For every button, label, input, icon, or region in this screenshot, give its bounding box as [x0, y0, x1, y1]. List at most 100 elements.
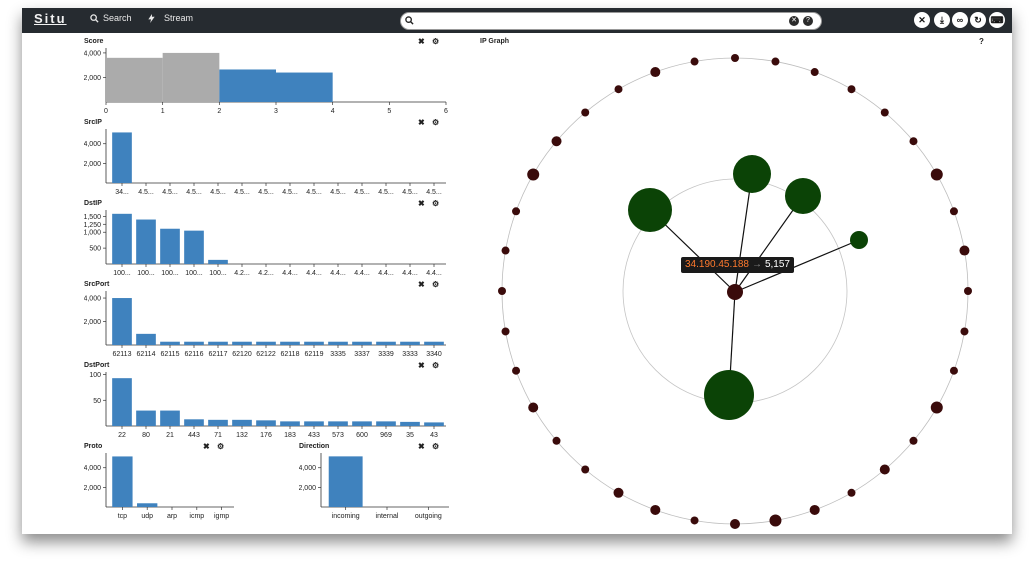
- bar: [162, 52, 220, 102]
- x-tick-label: outgoing: [415, 513, 442, 520]
- close-icon[interactable]: ✖: [418, 361, 425, 370]
- settings-gears-icon[interactable]: ⚙: [432, 280, 440, 289]
- settings-gears-icon[interactable]: ⚙: [432, 361, 440, 370]
- x-tick-label: 4.2...: [258, 270, 274, 277]
- x-tick-label: 600: [356, 432, 368, 439]
- peer-node: [930, 168, 943, 181]
- bar: [106, 57, 163, 102]
- x-tick-label: icmp: [189, 513, 204, 520]
- settings-gears-icon[interactable]: ⚙: [432, 118, 440, 127]
- settings-gears-icon[interactable]: ⚙: [432, 199, 440, 208]
- close-icon[interactable]: ✖: [203, 442, 210, 451]
- bar: [256, 341, 276, 345]
- y-tick-label: 2,000: [84, 319, 101, 326]
- panel-dstport: DstPort ✖ ⚙ 50 100 22 80 21 443 71 132 176 183 433…: [84, 361, 446, 442]
- y-tick-label: 50: [93, 398, 101, 405]
- chart-score: 2,000 4,000 0 1 2 3 4 5 6: [84, 48, 448, 115]
- bar: [112, 132, 132, 183]
- x-tick-label: tcp: [118, 513, 127, 520]
- bar: [112, 456, 133, 507]
- x-tick-label: 62119: [305, 351, 324, 358]
- x-tick-label: 4.5...: [162, 189, 178, 196]
- help-icon[interactable]: ?: [803, 16, 813, 26]
- close-icon[interactable]: ✖: [418, 442, 425, 451]
- x-tick-label: 3: [274, 108, 278, 115]
- keyboard-icon[interactable]: ⌨: [989, 12, 1005, 28]
- close-icon[interactable]: ✖: [418, 37, 425, 46]
- x-tick-label: 4.5...: [330, 189, 346, 196]
- close-icon[interactable]: ✖: [418, 280, 425, 289]
- settings-gears-icon[interactable]: ⚙: [432, 37, 440, 46]
- peer-node: [614, 85, 623, 94]
- x-tick-label: 1: [161, 108, 165, 115]
- bar: [328, 341, 348, 345]
- peer-node: [581, 465, 590, 474]
- peer-node: [551, 136, 562, 147]
- y-tick-label: 100: [89, 372, 101, 379]
- x-tick-label: 100...: [185, 270, 203, 277]
- x-tick-label: 71: [214, 432, 222, 439]
- graph-help-icon[interactable]: ?: [979, 37, 984, 46]
- chart-direction: 2,000 4,000 incoming internal outgoing: [299, 453, 449, 520]
- panel-srcip: SrcIP ✖ ⚙ 2,000 4,000 34... 4.5... 4.5... 4.5…: [84, 118, 446, 199]
- host-node: [628, 188, 672, 232]
- peer-node: [930, 401, 943, 414]
- app-logo[interactable]: Situ: [34, 11, 67, 26]
- y-tick-label: 2,000: [84, 485, 101, 492]
- close-icon[interactable]: ✕: [914, 12, 930, 28]
- x-tick-label: 433: [308, 432, 320, 439]
- refresh-icon[interactable]: ↻: [970, 12, 986, 28]
- nav-search-button[interactable]: Search: [90, 13, 132, 23]
- bar: [208, 259, 228, 264]
- tooltip-arrow: →: [751, 259, 762, 270]
- search-bar: ✕ ?: [400, 12, 822, 30]
- link-icon[interactable]: ∞: [952, 12, 968, 28]
- x-tick-label: 100...: [209, 270, 227, 277]
- bar: [328, 456, 363, 507]
- x-tick-label: 4.5...: [138, 189, 154, 196]
- settings-gears-icon[interactable]: ⚙: [432, 442, 440, 451]
- search-input[interactable]: [417, 14, 781, 28]
- bar: [219, 69, 276, 102]
- close-icon[interactable]: ✖: [418, 118, 425, 127]
- y-tick-label: 4,000: [84, 296, 101, 303]
- y-tick-label: 4,000: [84, 465, 101, 472]
- panel-title: Direction: [299, 443, 330, 450]
- bar: [184, 341, 204, 345]
- x-tick-label: 5: [387, 108, 391, 115]
- panel-srcport: SrcPort ✖ ⚙ 2,000 4,000 62113 62114 62115 621…: [84, 280, 446, 361]
- x-tick-label: 0: [104, 108, 108, 115]
- x-tick-label: 3337: [354, 351, 370, 358]
- x-tick-label: 4: [331, 108, 335, 115]
- peer-node: [847, 488, 856, 497]
- x-tick-label: 4.5...: [186, 189, 202, 196]
- x-tick-label: 3333: [402, 351, 418, 358]
- peer-node: [847, 85, 856, 94]
- chart-srcport: 2,000 4,000 62113 62114 62115 62116 62117 62120…: [84, 291, 446, 358]
- peer-node: [960, 327, 969, 336]
- bar: [400, 421, 420, 426]
- panel-title: Proto: [84, 443, 103, 450]
- host-node: [785, 178, 821, 214]
- bar: [160, 228, 180, 264]
- x-tick-label: udp: [141, 513, 153, 520]
- peer-node: [690, 57, 699, 66]
- x-tick-label: 969: [380, 432, 392, 439]
- close-icon[interactable]: ✖: [418, 199, 425, 208]
- x-tick-label: 132: [236, 432, 248, 439]
- ip-graph[interactable]: [492, 43, 1012, 533]
- x-tick-label: 4.5...: [354, 189, 370, 196]
- nav-stream-button[interactable]: Stream: [148, 13, 193, 23]
- bar: [160, 410, 180, 426]
- x-tick-label: 4.4...: [306, 270, 322, 277]
- bar: [184, 419, 204, 426]
- panel-proto: Proto ✖ ⚙ 2,000 4,000 tcp udp arp icmp igmp: [84, 442, 234, 523]
- settings-gears-icon[interactable]: ⚙: [217, 442, 225, 451]
- download-icon[interactable]: ⤓: [934, 12, 950, 28]
- y-tick-label: 2,000: [84, 75, 101, 82]
- tooltip-ip: 34.190.45.188: [685, 259, 749, 270]
- x-tick-label: 62116: [185, 351, 204, 358]
- x-tick-label: 62117: [209, 351, 228, 358]
- clear-search-icon[interactable]: ✕: [789, 16, 799, 26]
- x-tick-label: 4.5...: [402, 189, 418, 196]
